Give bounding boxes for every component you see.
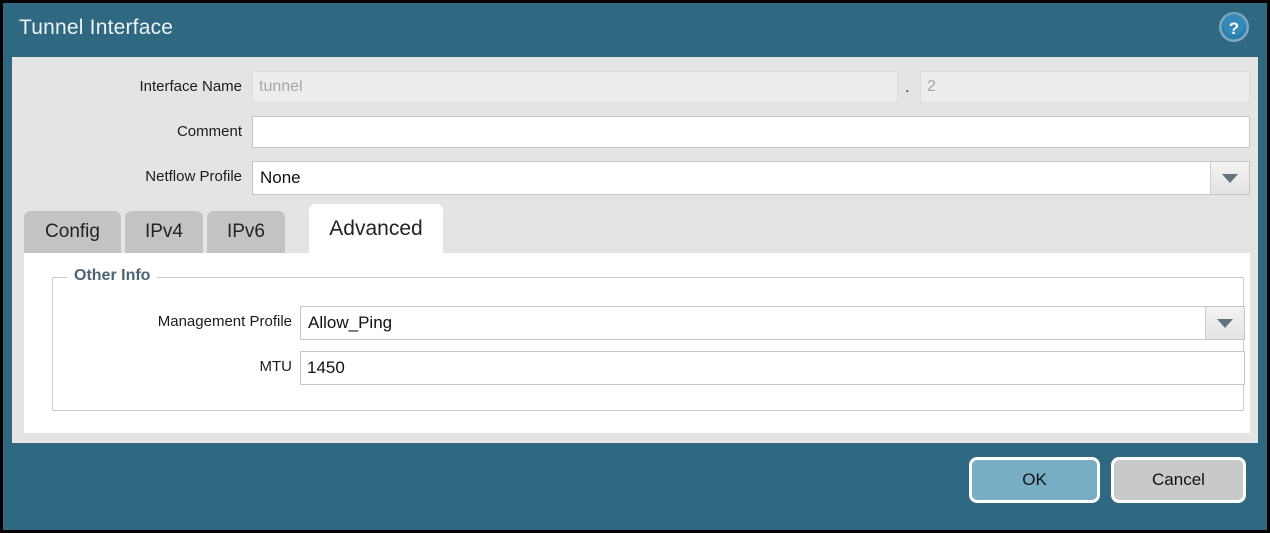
mtu-label: MTU — [259, 358, 293, 375]
comment-row: Comment — [12, 116, 1258, 148]
tab-advanced-label: Advanced — [329, 217, 423, 240]
advanced-tab-panel: Other Info Management Profile Allow_Ping… — [24, 253, 1250, 433]
comment-label: Comment — [176, 123, 242, 140]
management-profile-dropdown-button[interactable] — [1205, 307, 1244, 339]
interface-name-suffix-input — [920, 71, 1250, 103]
dialog-body: Interface Name . Comment Netflow Profile… — [12, 57, 1258, 443]
svg-text:?: ? — [1229, 19, 1239, 38]
ok-button[interactable]: OK — [969, 457, 1100, 503]
cancel-button-label: Cancel — [1152, 470, 1205, 489]
tab-ipv6[interactable]: IPv6 — [207, 211, 285, 253]
chevron-down-icon — [1217, 318, 1233, 328]
interface-name-row: Interface Name . — [12, 71, 1258, 103]
interface-name-separator: . — [905, 77, 910, 96]
tunnel-interface-dialog: Tunnel Interface ? Interface Name . Comm… — [3, 3, 1267, 530]
page-title: Tunnel Interface — [19, 16, 174, 39]
management-profile-select[interactable]: Allow_Ping — [300, 306, 1245, 340]
tab-ipv4[interactable]: IPv4 — [125, 211, 203, 253]
tab-config[interactable]: Config — [24, 211, 121, 253]
netflow-profile-row: Netflow Profile None — [12, 161, 1258, 195]
management-profile-label: Management Profile — [157, 313, 292, 330]
management-profile-row: Management Profile Allow_Ping — [53, 306, 1245, 340]
cancel-button[interactable]: Cancel — [1111, 457, 1246, 503]
chevron-down-icon — [1222, 173, 1238, 183]
help-question-icon[interactable]: ? — [1218, 11, 1250, 43]
mtu-input[interactable] — [300, 351, 1245, 385]
mtu-row: MTU — [53, 351, 1245, 385]
netflow-profile-value: None — [260, 168, 301, 187]
tab-ipv4-label: IPv4 — [144, 221, 184, 242]
netflow-profile-select[interactable]: None — [252, 161, 1250, 195]
comment-input[interactable] — [252, 116, 1250, 148]
netflow-profile-dropdown-button[interactable] — [1210, 162, 1249, 194]
dialog-footer: OK Cancel — [3, 443, 1267, 530]
dialog-titlebar: Tunnel Interface ? — [3, 3, 1267, 57]
tab-advanced[interactable]: Advanced — [309, 204, 443, 253]
interface-name-label: Interface Name — [139, 78, 242, 95]
interface-name-prefix-input — [252, 71, 898, 103]
tab-config-label: Config — [45, 221, 100, 242]
tab-ipv6-label: IPv6 — [226, 221, 266, 242]
other-info-fieldset: Other Info Management Profile Allow_Ping… — [52, 267, 1245, 411]
management-profile-value: Allow_Ping — [308, 313, 393, 332]
netflow-profile-label: Netflow Profile — [145, 168, 242, 185]
ok-button-label: OK — [1022, 470, 1047, 489]
other-info-legend: Other Info — [67, 267, 158, 285]
